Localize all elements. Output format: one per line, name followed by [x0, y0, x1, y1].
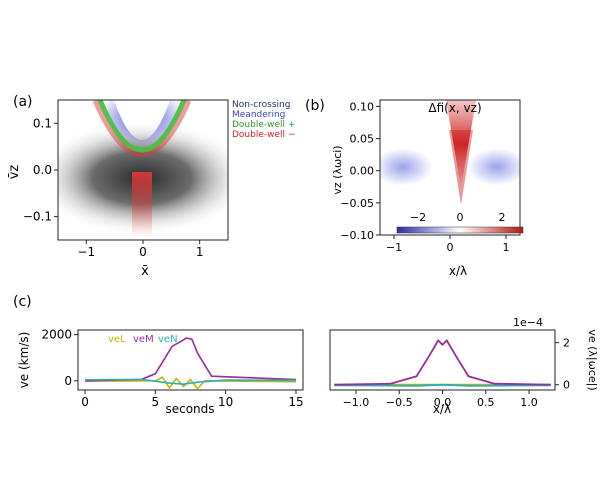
panel-b-xlabel: x/λ — [449, 264, 467, 278]
colorbar-tick-label: −2 — [410, 211, 426, 224]
y-tick-label: 0 — [563, 379, 570, 392]
panel-c-left-frame — [77, 329, 304, 391]
panel-c-right-scale: 1e−4 — [513, 316, 543, 329]
panel-c-left-axes: 0 5 10 15 2000 0 — [41, 328, 303, 409]
panel-b-title: Δfi(x, vz) — [428, 101, 481, 115]
panel-a-ylabel: v̄z — [7, 165, 22, 180]
y-tick-label: 0 — [64, 374, 72, 388]
y-tick-label: 0.0 — [33, 163, 52, 177]
panel-c-left-plot — [84, 337, 297, 391]
y-tick-label: −0.05 — [340, 197, 374, 210]
panel-b-colorbar — [396, 226, 524, 234]
panel-label-c: (c) — [13, 294, 32, 310]
x-tick-label: −1 — [77, 245, 95, 259]
series-line — [334, 383, 551, 387]
x-tick-label: 1.0 — [520, 396, 538, 409]
legend-entry: Non-crossing — [232, 100, 290, 110]
x-tick-label: 0.0 — [434, 396, 452, 409]
x-tick-label: 10 — [218, 395, 233, 409]
panel-b-axes: −1 0 1 0.10 0.05 0.00 −0.05 −0.10 — [340, 100, 509, 254]
colorbar-tick-label: 0 — [457, 211, 464, 224]
x-tick-label: 5 — [152, 395, 160, 409]
panel-c-right-xlabel: x/λ — [433, 402, 451, 416]
y-tick-label: 0.00 — [350, 165, 375, 178]
y-tick-label: 0.05 — [350, 133, 375, 146]
panel-a-axes: −1 0 1 0.1 0.0 −0.1 — [23, 116, 204, 259]
x-tick-label: 1 — [196, 245, 204, 259]
panel-c-right-axes: −1.0 −0.5 0.0 0.5 1.0 2 0 — [343, 337, 570, 409]
series-line-veM — [84, 337, 297, 382]
x-tick-label: 0 — [447, 241, 454, 254]
legend-entry-veM: veM — [133, 334, 154, 345]
panel-label-a: (a) — [13, 94, 33, 110]
double-well-minus-tail — [132, 172, 152, 238]
panel-b-heatmap — [379, 99, 524, 236]
legend-entry-veL: veL — [108, 334, 126, 345]
panel-a-heatmap — [57, 99, 229, 241]
double-well-plus-band — [97, 100, 187, 153]
y-tick-label: −0.10 — [340, 229, 374, 242]
series-line-veL — [84, 376, 297, 391]
enhancement-core — [446, 100, 476, 188]
panel-label-b: (b) — [305, 98, 325, 114]
panel-c-right-plot — [334, 339, 551, 387]
y-tick-label: 0.10 — [350, 100, 375, 113]
x-tick-label: 1 — [503, 241, 510, 254]
legend-entry-veN: veN — [158, 334, 178, 345]
x-tick-label: −0.5 — [386, 396, 413, 409]
panel-b-colorbar-ticks: −2 0 2 — [410, 211, 506, 224]
x-tick-label: 0 — [139, 245, 147, 259]
depletion-left — [380, 148, 433, 186]
x-tick-label: 15 — [288, 395, 303, 409]
legend-entry: Double-well − — [232, 130, 295, 140]
y-tick-label: −0.1 — [23, 210, 52, 224]
series-line-veN — [84, 378, 297, 386]
legend-entry: Meandering — [232, 110, 285, 120]
x-tick-label: −1.0 — [343, 396, 370, 409]
depletion-right — [467, 148, 520, 186]
y-tick-label: 2 — [563, 337, 570, 350]
panel-c-left-ylabel: ve (km/s) — [17, 332, 31, 389]
colorbar-tick-label: 2 — [499, 211, 506, 224]
series-line — [334, 339, 551, 386]
x-tick-label: 0.5 — [477, 396, 495, 409]
panel-b-ylabel: vz (λωci) — [331, 145, 344, 194]
x-tick-label: 0 — [81, 395, 89, 409]
panel-c-right-ylabel: ve (λ|ωce|) — [586, 329, 599, 390]
enhancement-tail — [449, 130, 473, 205]
panel-c-left-xlabel: seconds — [165, 402, 214, 416]
panel-c-left-legend: veL veM veN — [108, 334, 178, 345]
panel-c-right-frame — [329, 329, 556, 391]
y-tick-label: 2000 — [41, 328, 72, 342]
legend-entry: Double-well + — [232, 120, 295, 130]
y-tick-label: 0.1 — [33, 116, 52, 130]
panel-a-xlabel: x̄ — [141, 264, 149, 279]
x-tick-label: −1 — [386, 241, 402, 254]
